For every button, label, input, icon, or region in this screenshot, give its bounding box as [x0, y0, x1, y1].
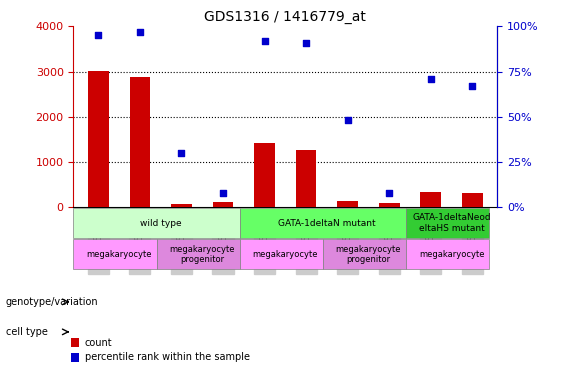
Text: megakaryocyte
progenitor: megakaryocyte progenitor [170, 244, 235, 264]
Text: wild type: wild type [140, 219, 181, 228]
Text: megakaryocyte: megakaryocyte [419, 250, 484, 259]
Bar [129, 77, 150, 207]
FancyBboxPatch shape [406, 208, 489, 238]
FancyBboxPatch shape [157, 239, 240, 269]
Bar [171, 204, 192, 207]
Text: megakaryocyte: megakaryocyte [253, 250, 318, 259]
Point [260, 38, 269, 44]
FancyBboxPatch shape [323, 239, 406, 269]
Text: percentile rank within the sample: percentile rank within the sample [85, 352, 250, 362]
Point [136, 28, 145, 34]
Bar [88, 70, 108, 207]
Text: genotype/variation: genotype/variation [6, 297, 98, 307]
Point [426, 76, 435, 82]
Point [468, 83, 477, 89]
Point [385, 190, 394, 196]
Point [302, 39, 311, 45]
FancyBboxPatch shape [73, 239, 157, 269]
Text: megakaryocyte: megakaryocyte [86, 250, 152, 259]
Bar [295, 150, 316, 207]
Bar [337, 201, 358, 207]
Text: GATA-1deltaN mutant: GATA-1deltaN mutant [278, 219, 376, 228]
FancyBboxPatch shape [73, 208, 240, 238]
Point [219, 190, 228, 196]
Bar [212, 202, 233, 207]
Point [343, 117, 352, 123]
Text: cell type: cell type [6, 327, 47, 337]
Bar [254, 143, 275, 207]
Point [177, 150, 186, 156]
Bar [379, 203, 399, 207]
Text: megakaryocyte
progenitor: megakaryocyte progenitor [336, 244, 401, 264]
Text: GATA-1deltaNeod
eltaHS mutant: GATA-1deltaNeod eltaHS mutant [412, 213, 491, 233]
Title: GDS1316 / 1416779_at: GDS1316 / 1416779_at [205, 10, 366, 24]
FancyBboxPatch shape [240, 208, 406, 238]
FancyBboxPatch shape [240, 239, 323, 269]
Bar [420, 192, 441, 207]
FancyBboxPatch shape [406, 239, 489, 269]
Text: count: count [85, 338, 112, 348]
Point [94, 32, 103, 38]
Bar [462, 194, 483, 207]
